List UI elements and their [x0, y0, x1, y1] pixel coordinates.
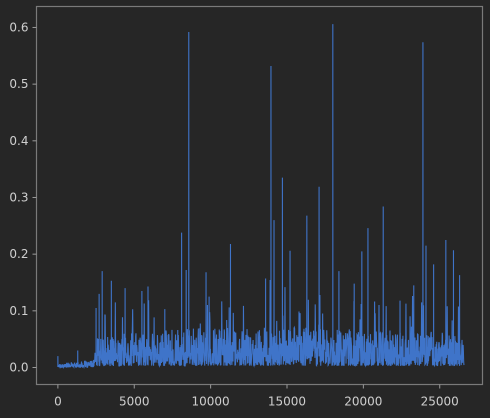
y-tick-label: 0.0 [9, 360, 28, 374]
y-tick-label: 0.2 [9, 247, 28, 261]
axes-frame [35, 5, 484, 386]
x-tick-label: 20000 [344, 395, 382, 409]
x-tick-label: 5000 [119, 395, 150, 409]
y-tick-label: 0.1 [9, 304, 28, 318]
y-tick-label: 0.6 [9, 20, 28, 34]
x-tick-label: 15000 [268, 395, 306, 409]
x-tick-label: 25000 [421, 395, 459, 409]
x-tick-label: 10000 [192, 395, 230, 409]
y-tick-label: 0.5 [9, 77, 28, 91]
series-line [57, 24, 465, 370]
x-tick-label: 0 [54, 395, 62, 409]
y-tick-label: 0.3 [9, 190, 28, 204]
y-axis: 0.0 0.1 0.2 0.3 0.4 0.5 0.6 [9, 20, 37, 374]
plot-area [57, 24, 465, 370]
y-tick-label: 0.4 [9, 134, 28, 148]
x-axis: 0 5000 10000 15000 20000 25000 [54, 384, 459, 409]
